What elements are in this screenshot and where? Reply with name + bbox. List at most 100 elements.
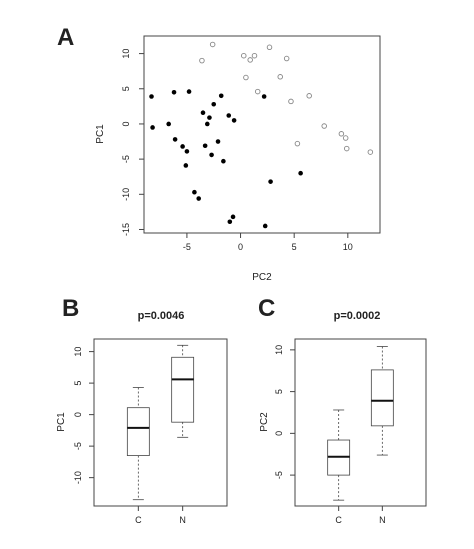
panel-b-title: p=0.0046	[138, 310, 185, 322]
panel-c-y-axis-label: PC2	[259, 412, 270, 432]
point-filled	[215, 139, 221, 144]
point-open	[283, 55, 290, 62]
y-tick-label: 10	[121, 49, 131, 59]
iqr-box	[126, 407, 150, 456]
point-open	[209, 41, 216, 48]
point-filled	[211, 101, 217, 107]
x-tick-label: 0	[238, 242, 243, 252]
iqr-box	[370, 369, 394, 427]
panel-c-title: p=0.0002	[334, 310, 381, 322]
panel-a-points	[149, 41, 374, 229]
point-filled	[230, 214, 236, 220]
point-filled	[261, 94, 267, 99]
panel-a-letter: A	[57, 24, 74, 51]
point-open	[306, 93, 312, 99]
panel-b-boxes	[126, 344, 195, 501]
point-filled	[183, 163, 189, 168]
box-C	[126, 387, 150, 501]
point-filled	[196, 196, 202, 201]
point-filled	[231, 118, 237, 123]
point-filled	[209, 152, 214, 158]
iqr-box	[171, 356, 195, 423]
point-open	[243, 74, 249, 81]
point-filled	[184, 149, 190, 154]
point-open	[338, 131, 345, 137]
panel-a-x-axis: -5 0 5 10	[183, 233, 353, 252]
point-open	[367, 149, 374, 155]
point-filled	[262, 223, 268, 229]
point-filled	[298, 170, 303, 176]
panel-a-y-axis: -15 -10 -5 0 5 10	[121, 49, 144, 236]
point-filled	[202, 143, 208, 149]
point-filled	[192, 189, 197, 195]
category-label: N	[379, 515, 386, 525]
point-open	[277, 74, 283, 80]
y-tick-label: -10	[73, 471, 83, 484]
point-open	[251, 52, 258, 59]
point-filled	[200, 110, 206, 115]
y-tick-label: 0	[121, 121, 131, 126]
y-tick-label: 5	[121, 86, 131, 91]
y-tick-label: 5	[274, 389, 284, 394]
y-tick-label: -5	[73, 442, 83, 450]
panel-a-plot-frame	[143, 35, 381, 234]
panel-b-plot-frame	[93, 338, 228, 507]
point-filled	[204, 121, 210, 127]
point-filled	[150, 125, 155, 130]
point-filled	[172, 137, 178, 142]
point-open	[241, 52, 247, 59]
category-label: C	[335, 515, 342, 525]
point-filled	[226, 113, 232, 118]
point-filled	[180, 144, 185, 149]
y-tick-label: -10	[121, 188, 131, 201]
box-N	[370, 346, 394, 456]
point-filled	[221, 158, 226, 164]
point-filled	[218, 93, 224, 99]
y-tick-label: -5	[274, 471, 284, 479]
point-filled	[227, 219, 233, 225]
point-open	[321, 123, 327, 129]
box-C	[327, 409, 351, 501]
point-filled	[207, 115, 212, 120]
y-tick-label: 10	[274, 345, 284, 355]
y-tick-label: -15	[121, 223, 131, 236]
point-open	[247, 57, 253, 63]
panel-a-scatter: A -5 0 5 10 -15 -10 -5 0 5 10 PC2 PC1	[57, 24, 381, 283]
category-label: N	[179, 515, 186, 525]
point-open	[199, 57, 205, 64]
point-open	[342, 135, 349, 141]
panel-c-letter: C	[258, 295, 275, 322]
point-filled	[186, 89, 192, 94]
panel-a-x-axis-label: PC2	[252, 272, 272, 283]
point-open	[288, 98, 294, 105]
panel-b-y-axis: -10 -5 0 5 10	[73, 347, 94, 484]
x-tick-label: 10	[343, 242, 353, 252]
y-tick-label: 0	[274, 431, 284, 436]
point-open	[343, 145, 350, 152]
point-open	[254, 88, 261, 95]
y-tick-label: 10	[73, 347, 83, 357]
point-filled	[171, 89, 177, 95]
point-filled	[268, 179, 273, 184]
panel-c-plot-frame	[294, 338, 427, 507]
point-filled	[149, 94, 154, 99]
x-tick-label: 5	[292, 242, 297, 252]
box-N	[171, 344, 195, 438]
y-tick-label: 0	[73, 412, 83, 417]
panel-b-letter: B	[62, 295, 79, 322]
point-open	[294, 140, 301, 147]
x-tick-label: -5	[183, 242, 191, 252]
y-tick-label: 5	[73, 381, 83, 386]
panel-c-boxes	[327, 346, 394, 501]
category-label: C	[135, 515, 142, 525]
y-tick-label: -5	[121, 155, 131, 163]
point-filled	[166, 121, 171, 127]
point-open	[266, 44, 273, 51]
panel-a-y-axis-label: PC1	[95, 124, 106, 144]
panel-b-y-axis-label: PC1	[56, 412, 67, 432]
